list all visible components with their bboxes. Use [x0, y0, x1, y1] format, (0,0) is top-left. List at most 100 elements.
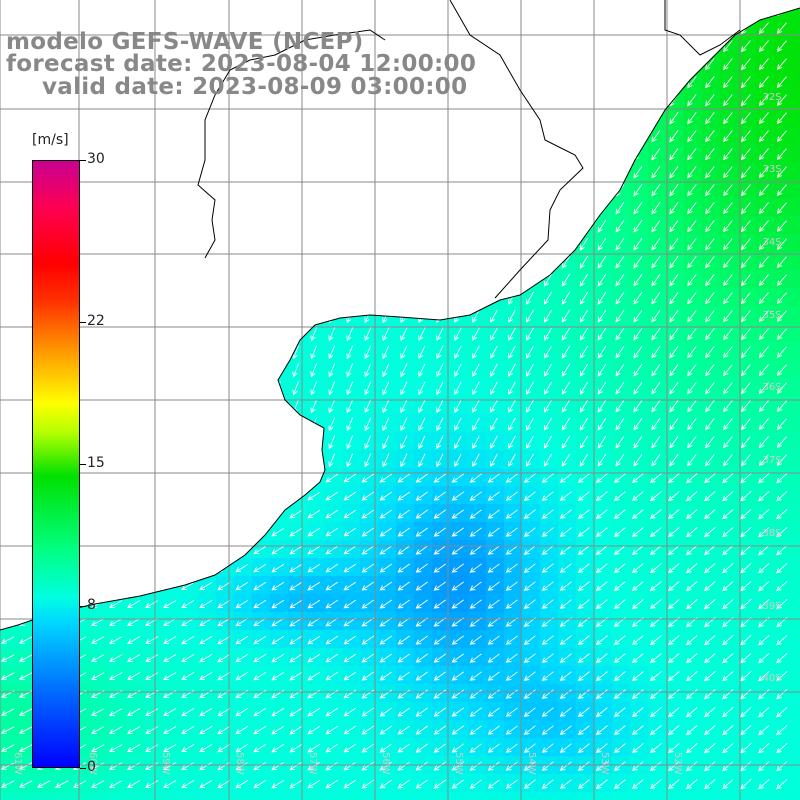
wind-arrow: [22, 363, 29, 378]
speed-cell: [648, 306, 667, 325]
speed-cell: [486, 306, 505, 325]
wind-arrow: [202, 417, 209, 432]
wind-arrow: [22, 309, 29, 324]
wind-arrow: [307, 509, 321, 519]
speed-cell: [216, 396, 235, 415]
speed-cell: [144, 126, 163, 145]
speed-cell: [684, 306, 703, 325]
wind-arrow: [238, 165, 245, 180]
wind-arrow: [22, 129, 29, 144]
wind-arrow: [292, 435, 299, 450]
speed-cell: [702, 306, 721, 325]
wind-arrow: [54, 780, 69, 788]
speed-cell: [450, 234, 469, 253]
speed-cell: [126, 8, 145, 19]
wind-arrow: [0, 636, 15, 644]
speed-cell: [252, 234, 271, 253]
wind-arrow: [451, 599, 464, 609]
wind-arrow: [472, 219, 480, 234]
wind-arrow: [579, 345, 589, 359]
wind-arrow: [469, 473, 482, 483]
wind-arrow: [579, 201, 589, 215]
wind-arrow: [382, 327, 390, 342]
wind-arrow: [559, 473, 572, 483]
wind-arrow: [685, 527, 698, 538]
wind-arrow: [346, 111, 354, 126]
speed-cell: [270, 270, 289, 289]
speed-cell: [162, 306, 181, 325]
wind-arrow: [597, 165, 607, 179]
wind-arrow: [705, 400, 715, 413]
wind-arrow: [91, 708, 105, 716]
speed-cell: [486, 162, 505, 181]
speed-cell: [414, 216, 433, 235]
wind-arrow: [685, 761, 698, 772]
speed-cell: [414, 378, 433, 397]
wind-arrow: [633, 327, 643, 341]
speed-cell: [270, 414, 289, 433]
wind-arrow: [740, 760, 752, 772]
speed-cell: [180, 540, 199, 559]
wind-arrow: [130, 273, 137, 288]
speed-cell: [324, 252, 343, 271]
wind-arrow: [758, 418, 769, 431]
speed-cell: [216, 270, 235, 289]
wind-arrow: [238, 147, 245, 162]
wind-arrow: [758, 22, 769, 35]
speed-cell: [486, 144, 505, 163]
speed-cell: [792, 288, 800, 307]
wind-arrow: [740, 544, 752, 556]
speed-cell: [630, 18, 649, 37]
wind-arrow: [220, 399, 227, 414]
wind-arrow: [541, 761, 554, 771]
speed-cell: [234, 144, 253, 163]
wind-arrow: [705, 292, 715, 305]
speed-cell: [702, 450, 721, 469]
wind-arrow: [112, 8, 119, 18]
wind-arrow: [130, 345, 137, 360]
wind-arrow: [433, 509, 446, 519]
wind-arrow: [523, 779, 536, 789]
speed-cell: [90, 396, 109, 415]
speed-cell: [396, 288, 415, 307]
wind-arrow: [740, 742, 752, 754]
wind-arrow: [577, 635, 590, 645]
speed-cell: [558, 288, 577, 307]
wind-arrow: [130, 381, 137, 396]
speed-cell: [720, 54, 739, 73]
speed-cell: [684, 432, 703, 451]
wind-arrow: [217, 707, 231, 717]
speed-cell: [450, 288, 469, 307]
speed-cell: [594, 432, 613, 451]
wind-arrow: [127, 546, 141, 554]
wind-arrow: [310, 165, 318, 180]
wind-arrow: [307, 491, 321, 501]
speed-cell: [774, 180, 793, 199]
wind-arrow: [217, 617, 231, 627]
speed-cell: [234, 360, 253, 379]
wind-arrow: [741, 292, 751, 305]
wind-arrow: [163, 708, 177, 716]
speed-cell: [216, 522, 235, 541]
wind-arrow: [148, 201, 155, 216]
wind-arrow: [346, 417, 354, 432]
speed-cell: [702, 8, 721, 19]
wind-arrow: [508, 237, 516, 251]
wind-arrow: [595, 491, 608, 501]
speed-cell: [234, 504, 253, 523]
wind-arrow: [579, 291, 589, 305]
speed-cell: [756, 432, 775, 451]
wind-arrow: [543, 291, 552, 305]
speed-cell: [216, 360, 235, 379]
speed-cell: [756, 270, 775, 289]
wind-arrow: [705, 148, 715, 161]
speed-cell: [720, 396, 739, 415]
wind-arrow: [776, 580, 788, 592]
wind-arrow: [758, 634, 770, 646]
speed-cell: [324, 234, 343, 253]
wind-arrow: [364, 165, 372, 180]
wind-arrow: [505, 743, 518, 753]
wind-arrow: [346, 8, 354, 18]
speed-cell: [558, 378, 577, 397]
wind-arrow: [343, 509, 357, 519]
